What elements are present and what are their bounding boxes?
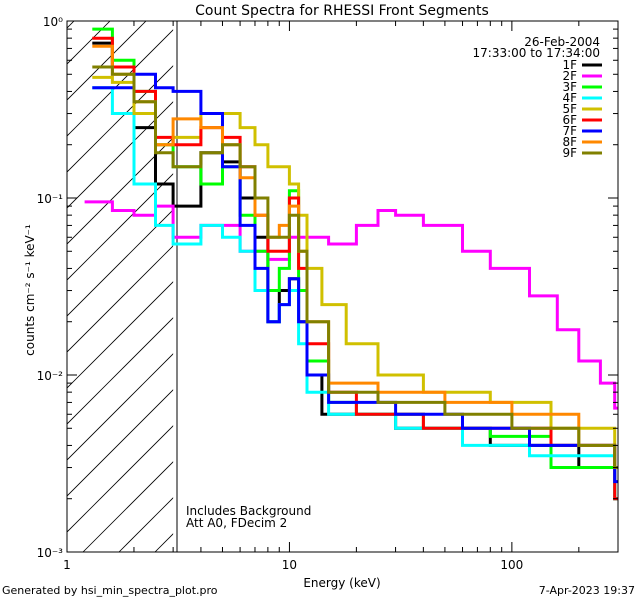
series-2F [84, 200, 618, 410]
x-tick-label: 100 [500, 558, 523, 572]
chart-title: Count Spectra for RHESSI Front Segments [195, 3, 489, 19]
series-9F [92, 65, 618, 469]
footer-generated-by: Generated by hsi_min_spectra_plot.pro [2, 584, 218, 597]
y-axis-label: counts cm⁻² s⁻¹ keV⁻¹ [23, 224, 37, 356]
y-tick-label: 10⁰ [43, 15, 63, 29]
annotation-attenuator: Att A0, FDecim 2 [186, 516, 287, 530]
series-7F [92, 72, 618, 484]
legend-label: 2F [562, 69, 577, 83]
legend-label: 5F [562, 102, 577, 116]
legend-label: 6F [562, 113, 577, 127]
legend-label: 9F [562, 146, 577, 160]
time-range-label: 17:33:00 to 17:34:00 [473, 46, 600, 60]
footer-timestamp: 7-Apr-2023 19:37 [539, 584, 635, 597]
legend-label: 1F [562, 58, 577, 72]
series-8F [92, 44, 618, 469]
x-tick-label: 10 [282, 558, 297, 572]
series-6F [92, 36, 618, 501]
y-tick-label: 10⁻² [37, 369, 64, 383]
y-tick-label: 10⁻³ [37, 546, 64, 560]
x-tick-label: 1 [63, 558, 71, 572]
legend-label: 8F [562, 135, 577, 149]
legend-label: 4F [562, 91, 577, 105]
legend-label: 3F [562, 80, 577, 94]
plot-frame [66, 20, 619, 553]
y-tick-label: 10⁻¹ [37, 192, 64, 206]
x-axis-label: Energy (keV) [303, 576, 380, 590]
annotation-background: Includes Background [186, 504, 311, 518]
series-1F [92, 41, 618, 501]
legend-label: 7F [562, 124, 577, 138]
hatched-region [67, 21, 178, 552]
date-label: 26-Feb-2004 [524, 35, 600, 49]
